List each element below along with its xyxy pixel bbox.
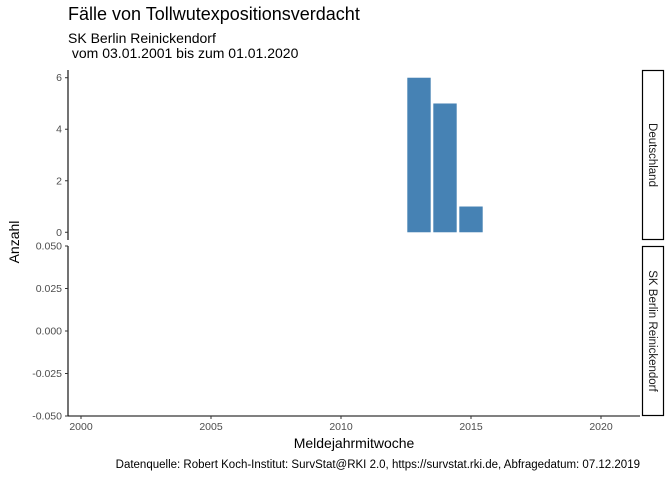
y-tick-label: 4	[56, 124, 62, 136]
y-tick-label: 0.000	[36, 326, 62, 338]
y-tick-label: 0.050	[36, 241, 62, 253]
subtitle-line-1: SK Berlin Reinickendorf	[68, 30, 216, 46]
facet-strip-label: SK Berlin Reinickendorf	[646, 270, 658, 392]
y-tick-label: 2	[56, 175, 62, 187]
y-tick-label: 0	[56, 227, 62, 239]
chart-subtitle: SK Berlin Reinickendorf vom 03.01.2001 b…	[68, 31, 298, 61]
y-tick-label: 0.025	[36, 283, 62, 295]
y-tick-label: 6	[56, 72, 62, 84]
chart-title: Fälle von Tollwutexpositionsverdacht	[68, 4, 360, 24]
bar-2014	[433, 103, 457, 233]
bar-2013	[407, 77, 431, 233]
data-source-caption: Datenquelle: Robert Koch-Institut: SurvS…	[115, 459, 640, 471]
x-axis-label: Meldejahrmitwoche	[293, 435, 415, 451]
x-tick-label: 2010	[329, 421, 353, 433]
facet-strip-label: Deutschland	[646, 123, 658, 187]
x-tick-label: 2020	[589, 421, 613, 433]
x-tick-label: 2000	[69, 421, 93, 433]
bar-2015	[459, 206, 483, 233]
subtitle-line-2: vom 03.01.2001 bis zum 01.01.2020	[68, 45, 299, 61]
y-tick-label: -0.050	[32, 411, 62, 423]
x-tick-label: 2005	[199, 421, 223, 433]
facet-strip-box	[641, 245, 665, 417]
y-tick-label: -0.025	[32, 368, 62, 380]
x-tick-label: 2015	[459, 421, 483, 433]
facet-strip-box	[641, 69, 665, 241]
